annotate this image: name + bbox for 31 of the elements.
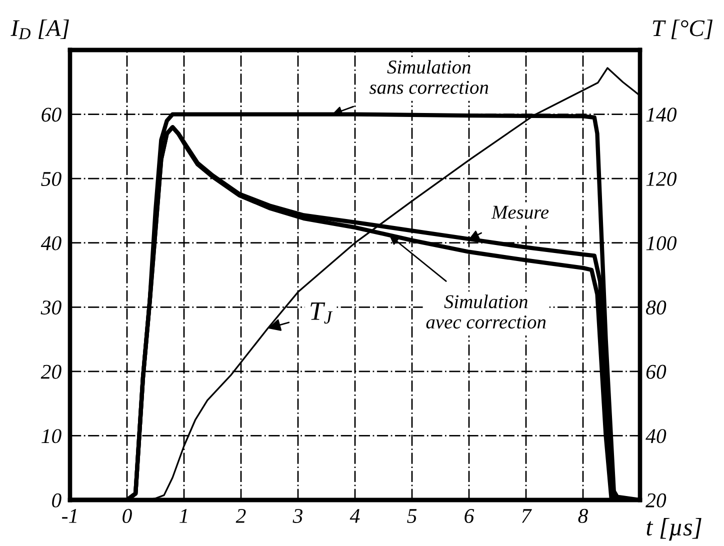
x-axis-title: t [µs] — [646, 518, 702, 541]
x-tick-label: 7 — [522, 509, 532, 523]
series-label: Mesure — [491, 206, 549, 219]
x-tick-label: 1 — [180, 509, 187, 523]
x-tick-label: 6 — [464, 508, 474, 523]
y2-tick-label: 100 — [646, 236, 677, 250]
legend-label: T$_{J}$ — [310, 302, 333, 324]
y-axis-title: I$_{D}$ [A] — [10, 19, 69, 40]
y2-tick-label: 60 — [646, 364, 666, 379]
x-tick-label: 0 — [122, 508, 132, 523]
y-tick-label: 60 — [42, 108, 62, 122]
x-tick-label: -1 — [62, 509, 76, 523]
x-tick-label: 8 — [578, 508, 588, 523]
y2-tick-label: 120 — [646, 172, 677, 186]
y-tick-label: 0 — [52, 493, 62, 508]
series-label: Simulation avec correction — [426, 294, 546, 329]
x-tick-label: 2 — [236, 508, 246, 523]
y-tick-label: 50 — [41, 172, 62, 186]
y2-tick-label: 40 — [646, 429, 666, 444]
y-tick-label: 20 — [40, 364, 62, 379]
x-tick-label: 3 — [292, 508, 302, 523]
y-tick-label: 10 — [42, 429, 62, 444]
y2-tick-label: 20 — [646, 493, 666, 508]
y-tick-label: 30 — [40, 300, 62, 315]
y2-tick-label: 140 — [646, 108, 677, 122]
x-tick-label: 5 — [407, 509, 417, 523]
x-tick-label: 4 — [350, 509, 360, 523]
series-label: Simulation sans correction — [369, 60, 488, 94]
y2-axis-title: T [°C] — [652, 20, 713, 40]
y2-tick-label: 80 — [646, 300, 666, 315]
y-tick-label: 40 — [40, 236, 62, 250]
